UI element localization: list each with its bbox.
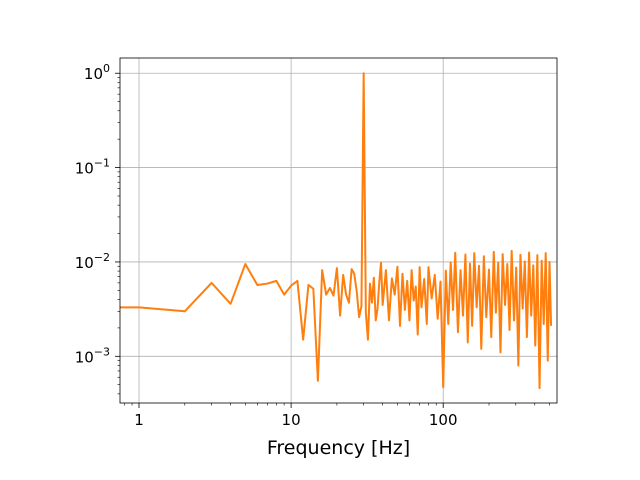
x-axis: 1 10 100 bbox=[123, 403, 550, 429]
series-line bbox=[120, 72, 553, 390]
y-tick-label: 10−1 bbox=[75, 157, 110, 178]
y-tick-label: 100 bbox=[84, 62, 110, 83]
y-tick-label: 10−2 bbox=[75, 251, 110, 272]
plot-frame bbox=[119, 57, 558, 404]
x-axis-title: Frequency [Hz] bbox=[267, 437, 410, 459]
x-tick-label: 10 bbox=[282, 411, 301, 429]
y-tick-label: 10−3 bbox=[75, 345, 110, 366]
x-tick-label: 1 bbox=[134, 411, 144, 429]
y-axis: 10−3 10−2 10−1 100 bbox=[75, 62, 120, 395]
x-tick-label: 100 bbox=[429, 411, 458, 429]
